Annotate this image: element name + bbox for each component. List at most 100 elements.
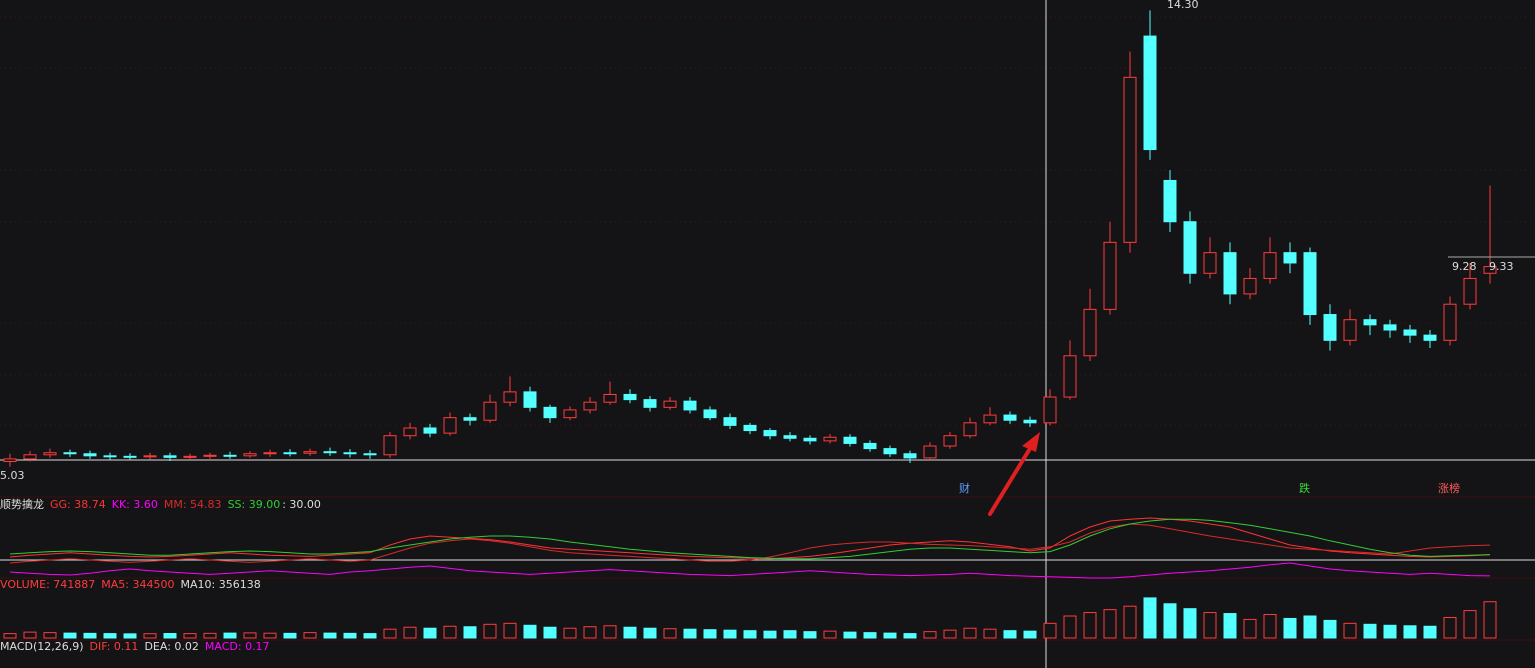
volume-bar	[1363, 623, 1377, 639]
candle-body	[763, 430, 777, 437]
candle-body	[323, 451, 337, 454]
volume-bar	[1483, 601, 1497, 639]
volume-bar	[1043, 622, 1057, 639]
candle-body	[583, 401, 597, 411]
candle-body	[1443, 303, 1457, 341]
candle-body	[163, 455, 177, 458]
candle-body	[1223, 252, 1237, 295]
volume-bar	[923, 631, 937, 639]
volume-bar	[143, 633, 157, 639]
candle-body	[1103, 241, 1117, 310]
candle-body	[503, 391, 517, 403]
annotation-arrow	[988, 440, 1036, 516]
candle-body	[243, 453, 257, 457]
indicator-line	[9, 517, 1491, 560]
candle-body	[423, 427, 437, 434]
volume-bar	[123, 633, 137, 639]
panel-label: MACD(12,26,9)	[0, 640, 84, 653]
volume-bar	[423, 627, 437, 639]
volume-bar	[43, 632, 57, 639]
volume-bar	[743, 630, 757, 639]
panel-label: MA5: 344500	[101, 578, 174, 591]
candle-body	[983, 414, 997, 424]
candle-body	[563, 409, 577, 419]
candle-body	[783, 435, 797, 439]
panel-label: DIF: 0.11	[90, 640, 139, 653]
candle-body	[723, 417, 737, 426]
panel-label: MACD: 0.17	[205, 640, 270, 653]
volume-bar	[823, 630, 837, 639]
volume-bar	[23, 631, 37, 639]
plot	[0, 10, 1535, 639]
volume-bar	[503, 622, 517, 639]
candle-body	[1383, 324, 1397, 331]
candle-body	[1343, 319, 1357, 341]
panel-label: VOLUME: 741887	[0, 578, 95, 591]
volume-bar	[3, 633, 17, 639]
volume-bar	[1423, 625, 1437, 639]
indicator-legend: GG: 38.74	[50, 498, 106, 511]
candle-body	[223, 454, 237, 457]
candle-body	[1143, 35, 1157, 151]
volume-bar	[523, 624, 537, 639]
volume-bar	[883, 632, 897, 639]
volume-bar	[1383, 624, 1397, 639]
volume-bar	[543, 626, 557, 639]
candle-body	[743, 424, 757, 432]
volume-bar	[1463, 610, 1477, 639]
level-label: : 30.00	[282, 498, 321, 511]
indicator-legend: MM: 54.83	[164, 498, 222, 511]
indicator-line	[9, 562, 1491, 579]
volume-bar	[843, 631, 857, 639]
candle-body	[63, 452, 77, 455]
volume-bar	[583, 626, 597, 639]
annotation-arrowhead	[1022, 432, 1040, 452]
volume-bar	[223, 632, 237, 639]
panel-label: DEA: 0.02	[144, 640, 198, 653]
candle-body	[943, 435, 957, 447]
candle-body	[303, 451, 317, 454]
volume-bar	[63, 632, 77, 639]
candle-body	[363, 453, 377, 456]
volume-bar	[483, 623, 497, 639]
volume-bar	[703, 629, 717, 639]
volume-bar	[1003, 630, 1017, 639]
last-label: 9.28	[1452, 260, 1477, 273]
volume-bar	[283, 632, 297, 639]
volume-bar	[303, 632, 317, 639]
volume-bar	[683, 628, 697, 639]
volume-bar	[783, 630, 797, 639]
volume-bar	[563, 627, 577, 639]
candle-body	[23, 454, 37, 460]
volume-labels: VOLUME: 741887 MA5: 344500 MA10: 356138	[0, 578, 261, 591]
volume-bar	[1243, 618, 1257, 639]
candle-body	[1183, 221, 1197, 274]
candle-body	[403, 427, 417, 437]
candle-body	[1363, 319, 1377, 326]
volume-bar	[343, 632, 357, 639]
candle-body	[283, 452, 297, 455]
volume-bar	[603, 625, 617, 639]
candle-body	[3, 458, 17, 462]
candle-body	[1003, 414, 1017, 421]
candle-body	[1023, 419, 1037, 424]
volume-bar	[1083, 612, 1097, 639]
candle-body	[1283, 252, 1297, 264]
volume-bar	[263, 632, 277, 639]
indicator-legend: KK: 3.60	[112, 498, 158, 511]
volume-bar	[983, 628, 997, 639]
volume-bar	[1163, 603, 1177, 639]
volume-bar	[243, 632, 257, 639]
candle-body	[863, 442, 877, 450]
panel-label: MA10: 356138	[180, 578, 260, 591]
candle-body	[123, 455, 137, 458]
candle-body	[523, 391, 537, 408]
event-label: 涨榜	[1438, 481, 1460, 495]
volume-bar	[903, 633, 917, 639]
candle-body	[1083, 308, 1097, 357]
volume-bar	[863, 632, 877, 639]
candle-body	[1163, 179, 1177, 223]
candle-body	[883, 448, 897, 455]
